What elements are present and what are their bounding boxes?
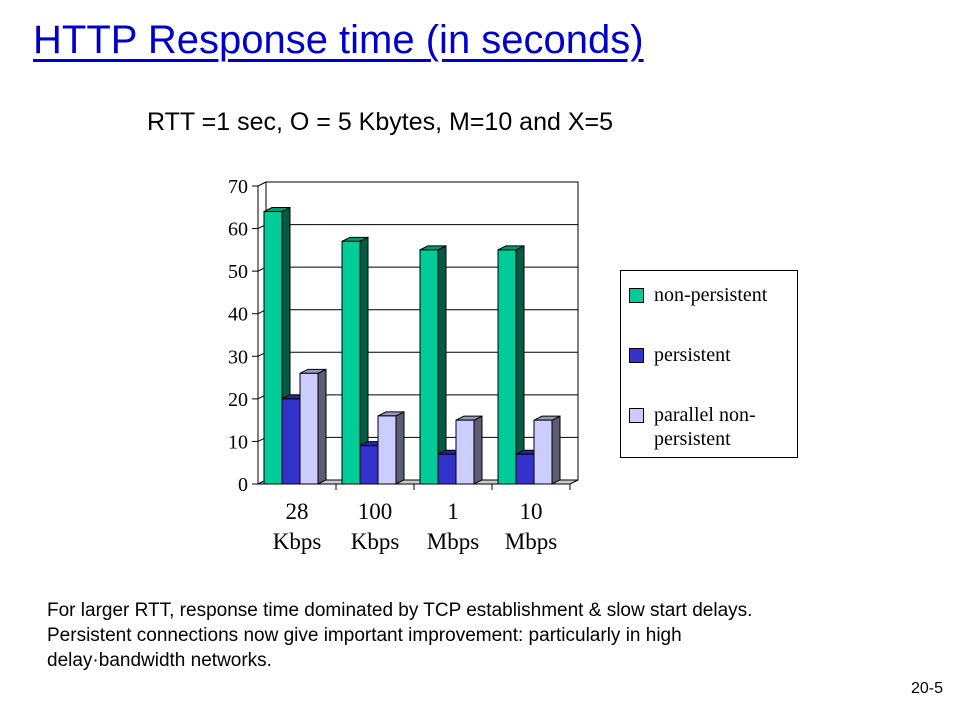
x-tick-label: Kbps — [351, 529, 400, 554]
bar-parallel-non-persistent — [299, 372, 319, 485]
bar-side — [395, 411, 405, 485]
bar-persistent — [281, 398, 301, 485]
caption-line: delay·bandwidth networks. — [47, 650, 272, 671]
bar-side — [437, 245, 447, 485]
bar-side — [515, 245, 525, 485]
y-tick-label: 0 — [238, 474, 248, 496]
bar-non-persistent — [263, 211, 283, 485]
legend-label: non-persistent — [654, 284, 768, 306]
legend-label: persistent — [654, 344, 731, 366]
x-tick-label: Mbps — [505, 529, 557, 554]
x-tick-label: 28 — [286, 499, 309, 524]
bar-side — [551, 415, 561, 485]
caption-line: For larger RTT, response time dominated … — [47, 600, 753, 621]
chart-legend: non-persistent persistent parallel non-p… — [620, 270, 798, 458]
caption: For larger RTT, response time dominated … — [47, 598, 947, 673]
bar-non-persistent — [341, 240, 361, 485]
legend-item-non-persistent: non-persistent — [629, 283, 804, 307]
legend-swatch-non-persistent — [629, 288, 644, 303]
bar-persistent — [359, 445, 379, 485]
bar-parallel-non-persistent — [377, 415, 397, 485]
legend-label: parallel non-persistent — [654, 404, 756, 450]
legend-swatch-persistent — [629, 348, 644, 363]
legend-swatch-parallel — [629, 408, 644, 423]
bar-parallel-non-persistent — [455, 419, 475, 485]
x-tick-label: Kbps — [273, 529, 322, 554]
x-tick-label: Mbps — [427, 529, 479, 554]
y-tick-label: 70 — [228, 176, 248, 198]
y-tick-label: 60 — [228, 219, 248, 241]
y-tick-label: 20 — [228, 389, 248, 411]
caption-line: Persistent connections now give importan… — [47, 625, 682, 646]
x-tick-label: 100 — [358, 499, 393, 524]
x-tick-label: 1 — [447, 499, 459, 524]
bar-non-persistent — [497, 249, 517, 485]
bar-non-persistent — [419, 249, 439, 485]
y-tick-label: 30 — [228, 346, 248, 368]
legend-item-parallel-non-persistent: parallel non-persistent — [629, 403, 794, 451]
y-tick-label: 40 — [228, 304, 248, 326]
slide-title: HTTP Response time (in seconds) — [33, 18, 644, 62]
y-tick-label: 10 — [228, 431, 248, 453]
bar-side — [473, 415, 483, 485]
page-number: 20-5 — [911, 680, 944, 697]
bar-parallel-non-persistent — [533, 419, 553, 485]
gridline-depth — [257, 181, 267, 187]
x-tick-label: 10 — [520, 499, 543, 524]
bar-persistent — [437, 453, 457, 485]
bar-side — [317, 368, 327, 485]
bar-persistent — [515, 453, 535, 485]
slide-subtitle: RTT =1 sec, O = 5 Kbytes, M=10 and X=5 — [147, 108, 614, 136]
legend-item-persistent: persistent — [629, 343, 804, 367]
y-tick-label: 50 — [228, 261, 248, 283]
